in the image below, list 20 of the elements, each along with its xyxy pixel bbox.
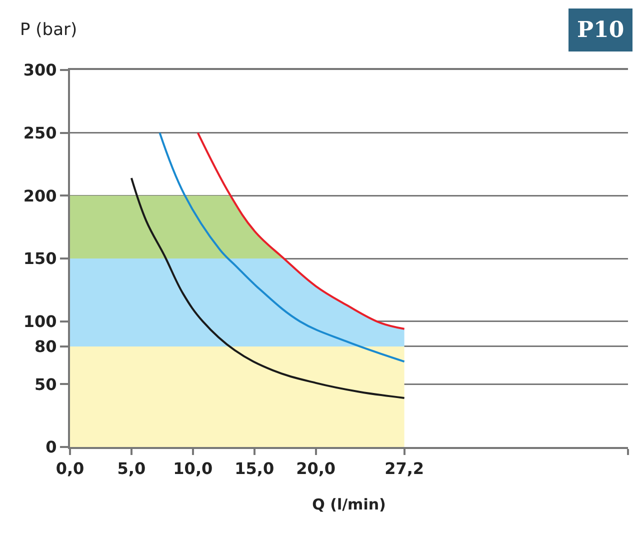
line-series xyxy=(158,132,406,363)
x-tick-label: 27,2 xyxy=(384,459,424,478)
x-axis-title: Q (l/min) xyxy=(312,496,386,514)
y-axis-title: P (bar) xyxy=(20,20,78,40)
x-tick-label: 15,0 xyxy=(234,459,274,478)
x-tick-label: 10,0 xyxy=(173,459,213,478)
x-tick-label: 20,0 xyxy=(296,459,336,478)
y-tick-label: 200 xyxy=(23,186,57,206)
line-series xyxy=(196,132,406,330)
x-tick-label: 5,0 xyxy=(117,459,146,478)
y-tick-label: 100 xyxy=(23,312,57,331)
y-tick-label: 0 xyxy=(46,438,57,457)
y-tick-label: 300 xyxy=(23,60,57,80)
y-tick-label: 150 xyxy=(23,249,57,268)
x-tick-label: 0,0 xyxy=(56,459,84,478)
chart-title: P10 xyxy=(577,17,624,43)
y-tick-label: 250 xyxy=(23,123,57,142)
y-tick-label: 50 xyxy=(34,374,57,394)
y-tick-label: 80 xyxy=(34,337,57,356)
line-series xyxy=(130,177,406,399)
